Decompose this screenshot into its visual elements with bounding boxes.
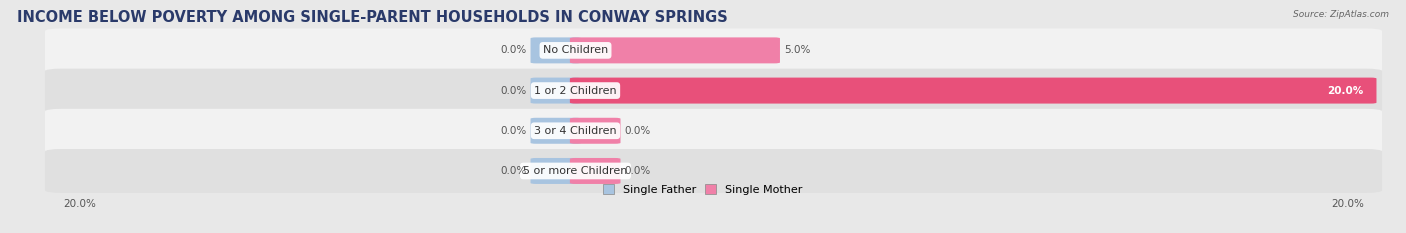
Text: Source: ZipAtlas.com: Source: ZipAtlas.com bbox=[1294, 10, 1389, 20]
Text: 1 or 2 Children: 1 or 2 Children bbox=[534, 86, 617, 96]
Text: No Children: No Children bbox=[543, 45, 609, 55]
Text: 5 or more Children: 5 or more Children bbox=[523, 166, 627, 176]
Text: 5.0%: 5.0% bbox=[785, 45, 811, 55]
Text: 0.0%: 0.0% bbox=[501, 166, 526, 176]
FancyBboxPatch shape bbox=[530, 158, 581, 184]
FancyBboxPatch shape bbox=[569, 118, 620, 144]
Text: 0.0%: 0.0% bbox=[501, 86, 526, 96]
Legend: Single Father, Single Mother: Single Father, Single Mother bbox=[603, 184, 803, 195]
Text: 0.0%: 0.0% bbox=[501, 126, 526, 136]
Text: 3 or 4 Children: 3 or 4 Children bbox=[534, 126, 617, 136]
Text: INCOME BELOW POVERTY AMONG SINGLE-PARENT HOUSEHOLDS IN CONWAY SPRINGS: INCOME BELOW POVERTY AMONG SINGLE-PARENT… bbox=[17, 10, 728, 25]
Text: 0.0%: 0.0% bbox=[501, 45, 526, 55]
FancyBboxPatch shape bbox=[530, 118, 581, 144]
FancyBboxPatch shape bbox=[569, 38, 780, 63]
FancyBboxPatch shape bbox=[45, 69, 1382, 113]
FancyBboxPatch shape bbox=[530, 78, 581, 103]
FancyBboxPatch shape bbox=[530, 38, 581, 63]
Text: 20.0%: 20.0% bbox=[1331, 199, 1364, 209]
FancyBboxPatch shape bbox=[45, 109, 1382, 153]
FancyBboxPatch shape bbox=[569, 78, 1376, 103]
FancyBboxPatch shape bbox=[45, 149, 1382, 193]
Text: 0.0%: 0.0% bbox=[624, 126, 651, 136]
Text: 20.0%: 20.0% bbox=[1327, 86, 1364, 96]
FancyBboxPatch shape bbox=[45, 28, 1382, 72]
Text: 0.0%: 0.0% bbox=[624, 166, 651, 176]
Text: 20.0%: 20.0% bbox=[63, 199, 96, 209]
FancyBboxPatch shape bbox=[569, 158, 620, 184]
